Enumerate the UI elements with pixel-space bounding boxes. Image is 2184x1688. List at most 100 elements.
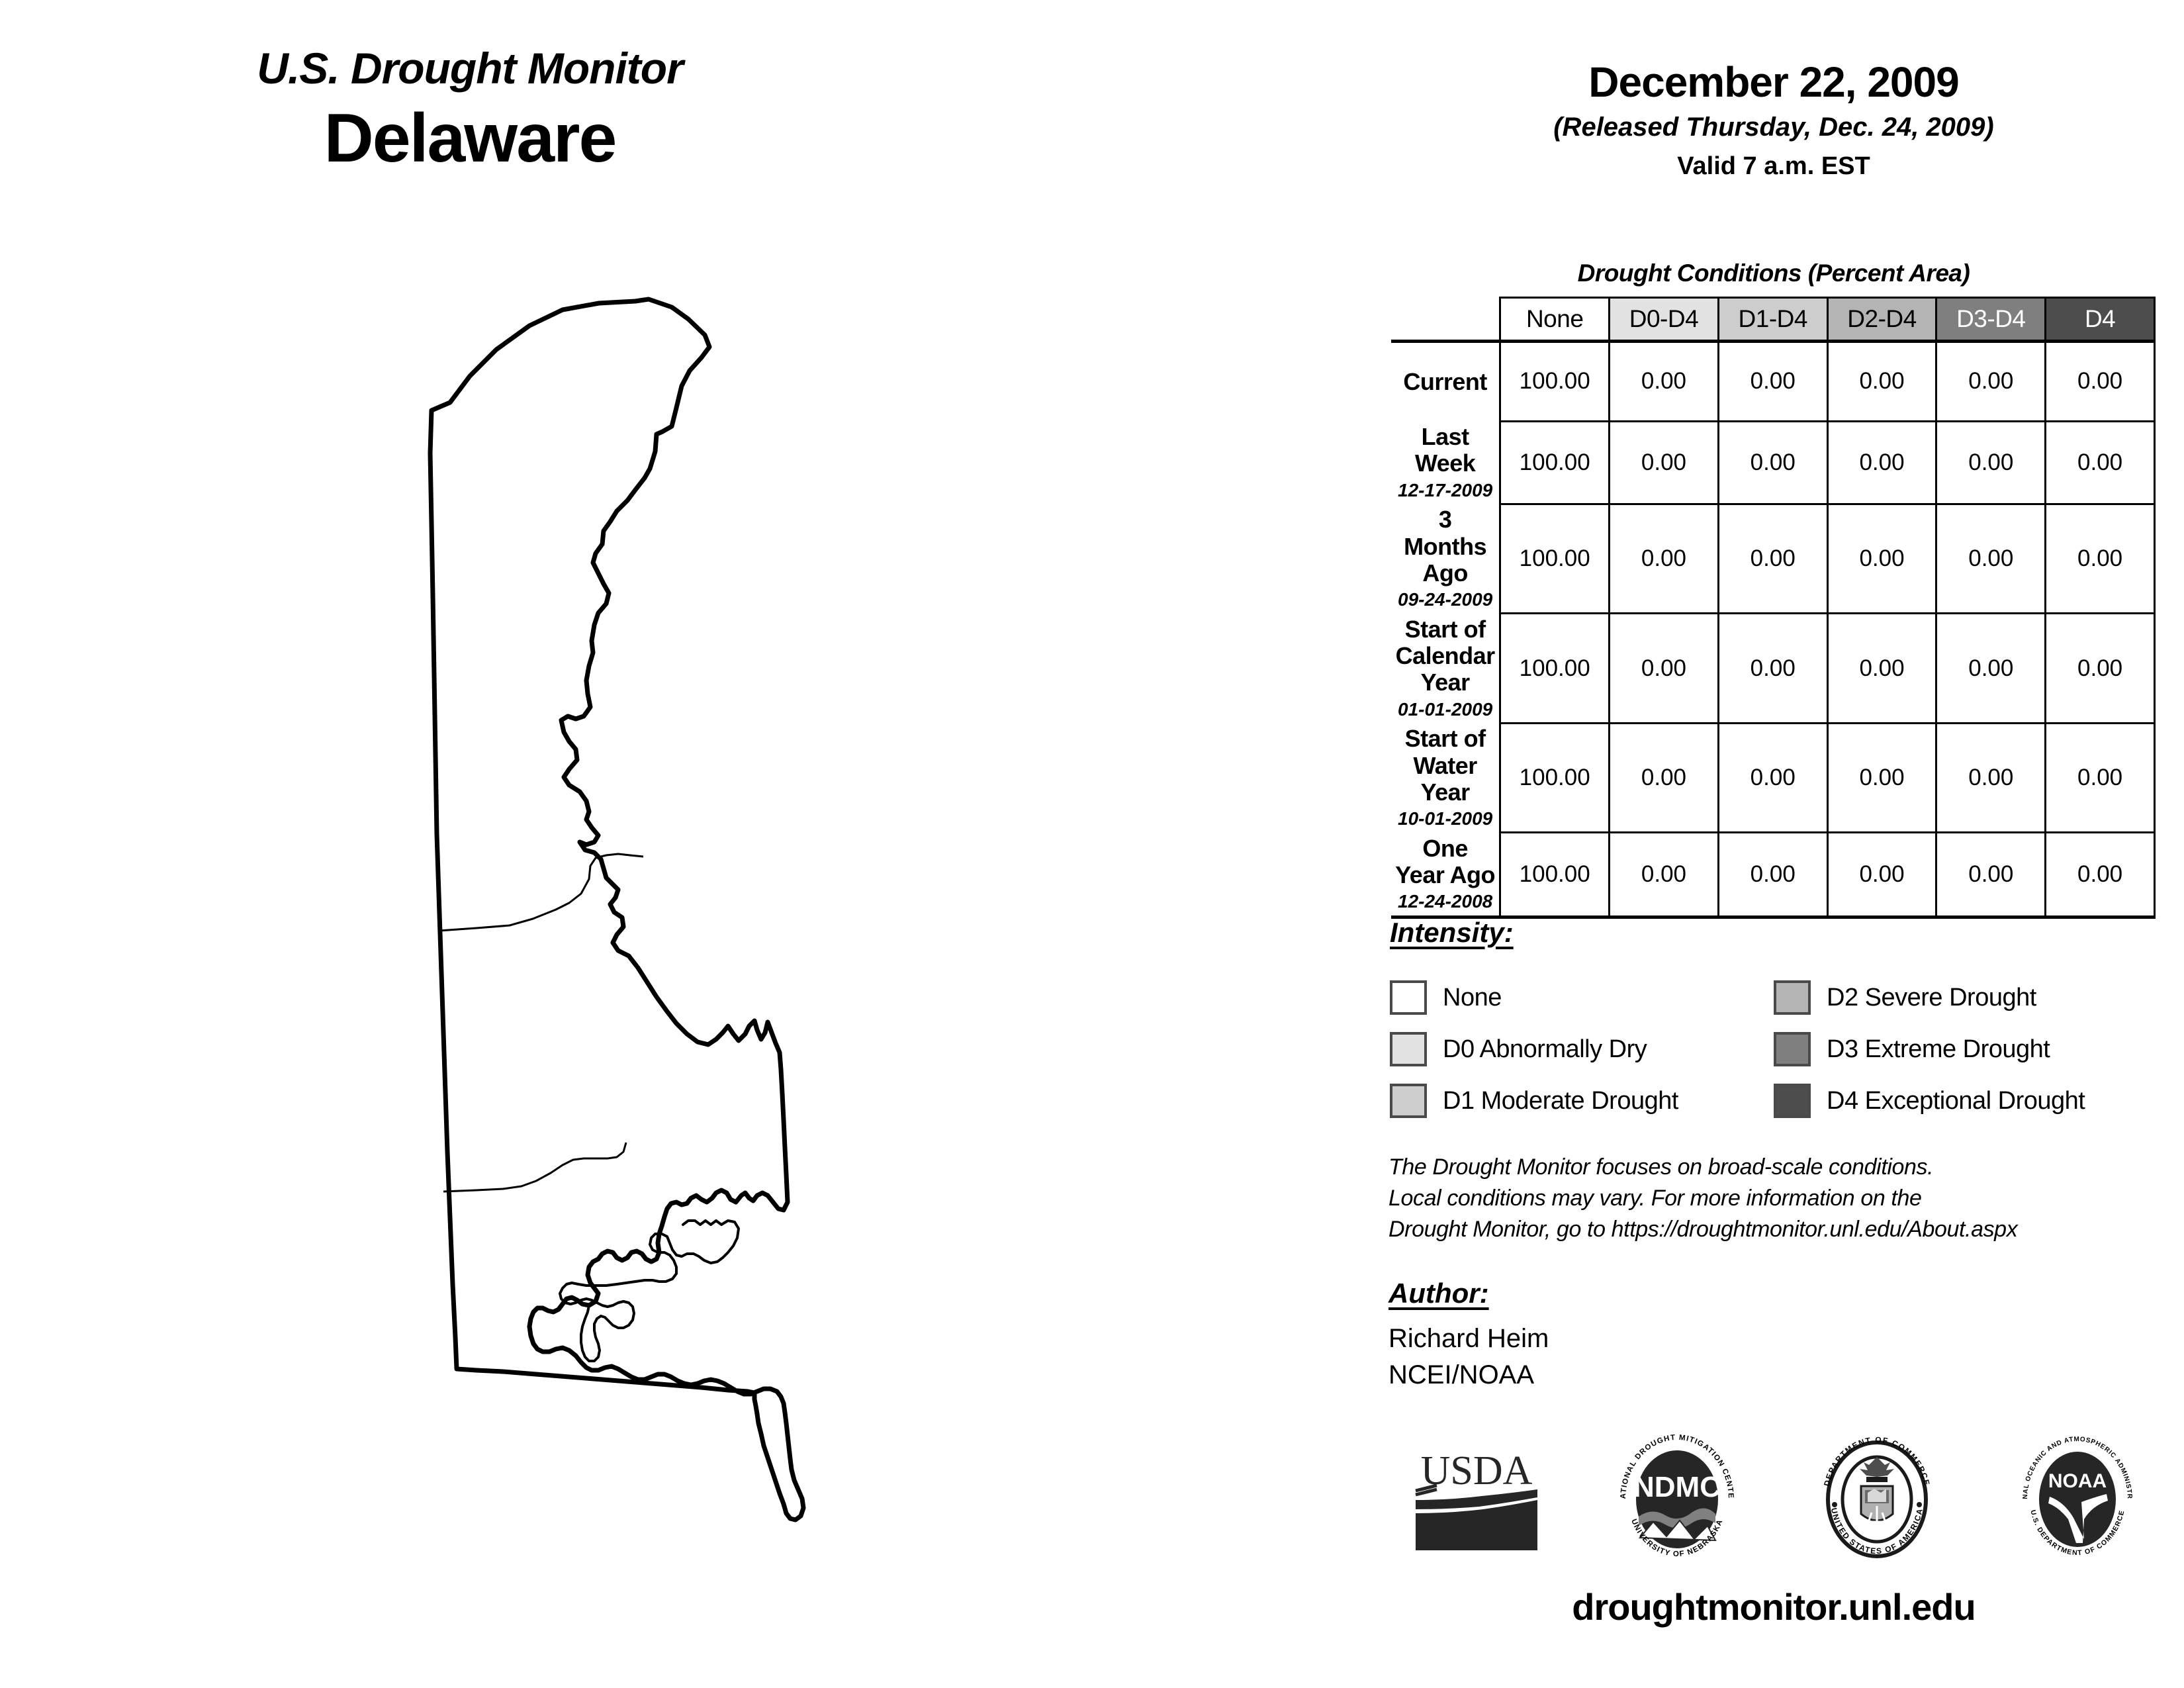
cell-lastweek-d4: 0.00 [2044, 420, 2156, 505]
valid-time: Valid 7 a.m. EST [1677, 152, 1870, 180]
legend-item-d0: D0 Abnormally Dry [1390, 1023, 1774, 1075]
ndmc-logo-icon: NDMC NATIONAL DROUGHT MITIGATION CENTER … [1608, 1427, 1734, 1558]
cell-lastweek-none: 100.00 [1499, 420, 1611, 505]
table-row: One Year Ago 12-24-2008 100.00 0.00 0.00… [1391, 831, 2156, 919]
cell-calyear-none: 100.00 [1499, 612, 1611, 724]
cell-current-d3d4: 0.00 [1935, 340, 2047, 422]
noaa-seagull [2048, 1494, 2108, 1543]
doc-seal-icon: DEPARTMENT OF COMMERCE UNITED STATES OF … [1822, 1435, 1931, 1558]
noaa-oval [2038, 1452, 2116, 1547]
cell-calyear-d1d4: 0.00 [1717, 612, 1829, 724]
ndmc-oval [1635, 1450, 1718, 1548]
cell-calyear-d4: 0.00 [2044, 612, 2156, 724]
row-label-date: 09-24-2009 [1398, 589, 1493, 610]
row-label-one-year-ago: One Year Ago 12-24-2008 [1391, 832, 1502, 919]
column-header-d3-d4: D3-D4 [1935, 297, 2047, 342]
intensity-legend: None D2 Severe Drought D0 Abnormally Dry… [1390, 972, 2164, 1127]
legend-swatch-d0-icon [1390, 1032, 1427, 1066]
cell-calyear-d2d4: 0.00 [1826, 612, 1938, 724]
issue-date: December 22, 2009 [1588, 58, 1959, 106]
doc-ship-sails [1868, 1489, 1887, 1502]
usda-wordmark: USDA [1421, 1448, 1533, 1493]
row-label-text: Current [1403, 367, 1487, 395]
row-label-date: 10-01-2009 [1398, 808, 1493, 829]
header-spacer [1391, 298, 1500, 342]
table-caption: Drought Conditions (Percent Area) [1577, 259, 1970, 287]
disclaimer-line-2: Local conditions may vary. For more info… [1388, 1185, 1922, 1211]
table-head: None D0-D4 D1-D4 D2-D4 D3-D4 D4 [1391, 297, 2156, 342]
doc-outer-ring [1826, 1440, 1929, 1558]
column-header-d4: D4 [2044, 297, 2156, 342]
legend-swatch-d3-icon [1774, 1032, 1811, 1066]
cell-3months-d2d4: 0.00 [1826, 502, 1938, 615]
row-label-text: One Year Ago [1395, 834, 1495, 889]
usda-logo-icon: USDA [1415, 1448, 1538, 1550]
drought-conditions-table: None D0-D4 D1-D4 D2-D4 D3-D4 D4 Current … [1391, 297, 2156, 919]
author-label: Author: [1388, 1278, 1489, 1309]
legend-swatch-none-icon [1390, 980, 1427, 1015]
column-header-none: None [1499, 297, 1611, 342]
cell-oneyear-d3d4: 0.00 [1935, 831, 2047, 919]
column-header-d2-d4: D2-D4 [1826, 297, 1938, 342]
cell-current-none: 100.00 [1499, 340, 1611, 422]
legend-swatch-d4-icon [1774, 1084, 1811, 1118]
ndmc-wordmark: NDMC [1633, 1471, 1721, 1503]
table-header-row: None D0-D4 D1-D4 D2-D4 D3-D4 D4 [1391, 297, 2156, 342]
delaware-state-boundary [428, 297, 806, 1523]
cell-lastweek-d2d4: 0.00 [1826, 420, 1938, 505]
cell-wateryear-d0d4: 0.00 [1608, 722, 1719, 834]
doc-star-left [1832, 1502, 1838, 1507]
disclaimer-text: The Drought Monitor focuses on broad-sca… [1388, 1152, 2169, 1245]
legend-label: D1 Moderate Drought [1443, 1086, 1678, 1115]
county-line-kent-sussex [443, 1142, 627, 1193]
doc-star-right [1917, 1502, 1923, 1507]
state-outline-group [428, 297, 806, 1523]
cell-wateryear-d3d4: 0.00 [1935, 722, 2047, 834]
table-row: Start of Calendar Year 01-01-2009 100.00… [1391, 612, 2156, 724]
ndmc-logo: NDMC NATIONAL DROUGHT MITIGATION CENTER … [1608, 1427, 1743, 1569]
legend-item-none: None [1390, 972, 1774, 1023]
noaa-logo-icon: NOAA NATIONAL OCEANIC AND ATMOSPHERIC AD… [2008, 1428, 2132, 1557]
delaware-map-svg [428, 297, 806, 1523]
row-label-last-week: Last Week 12-17-2009 [1391, 421, 1502, 504]
cell-oneyear-d2d4: 0.00 [1826, 831, 1938, 919]
table-row: Last Week 12-17-2009 100.00 0.00 0.00 0.… [1391, 420, 2156, 505]
usda-swoosh [1416, 1489, 1538, 1509]
state-title: Delaware [324, 100, 617, 177]
cell-3months-none: 100.00 [1499, 502, 1611, 615]
cell-current-d0d4: 0.00 [1608, 340, 1719, 422]
ndmc-mountains [1638, 1519, 1717, 1542]
cell-lastweek-d3d4: 0.00 [1935, 420, 2047, 505]
delaware-map[interactable] [371, 278, 1072, 1575]
cell-3months-d4: 0.00 [2044, 502, 2156, 615]
site-url[interactable]: droughtmonitor.unl.edu [1572, 1586, 1976, 1628]
row-label-text-l2: Calendar Year [1395, 642, 1496, 696]
author-name: Richard Heim [1388, 1324, 1549, 1353]
row-label-current: Current [1391, 340, 1502, 421]
cell-lastweek-d0d4: 0.00 [1608, 420, 1719, 505]
legend-item-d4: D4 Exceptional Drought [1774, 1075, 2164, 1127]
usda-field [1416, 1500, 1538, 1550]
row-label-text: 3 Months Ago [1404, 506, 1487, 586]
disclaimer-line-3: Drought Monitor, go to https://droughtmo… [1388, 1216, 2018, 1242]
legend-swatch-d2-icon [1774, 980, 1811, 1015]
disclaimer-line-1: The Drought Monitor focuses on broad-sca… [1388, 1154, 1934, 1180]
cell-3months-d1d4: 0.00 [1717, 502, 1829, 615]
row-label-text-l2: Water Year [1413, 751, 1478, 806]
doc-eagle-base [1866, 1477, 1888, 1482]
usda-logo: USDA [1410, 1443, 1543, 1559]
usda-lines [1415, 1483, 1437, 1497]
legend-label: D2 Severe Drought [1827, 983, 2036, 1011]
cell-current-d1d4: 0.00 [1717, 340, 1829, 422]
date-block: December 22, 2009 (Released Thursday, De… [1363, 61, 2184, 179]
info-panel: December 22, 2009 (Released Thursday, De… [1363, 0, 2184, 1688]
logo-row: USDA NDMC NATIONAL DROUGHT MITIGATION CE… [1377, 1427, 2177, 1569]
table-row: Start of Water Year 10-01-2009 100.00 0.… [1391, 722, 2156, 834]
column-header-d0-d4: D0-D4 [1608, 297, 1719, 342]
inland-bay-detail [559, 1219, 740, 1362]
row-label-start-calendar-year: Start of Calendar Year 01-01-2009 [1391, 613, 1502, 724]
cell-oneyear-d4: 0.00 [2044, 831, 2156, 919]
legend-item-d2: D2 Severe Drought [1774, 972, 2164, 1023]
cell-3months-d3d4: 0.00 [1935, 502, 2047, 615]
legend-label: None [1443, 983, 1502, 1011]
